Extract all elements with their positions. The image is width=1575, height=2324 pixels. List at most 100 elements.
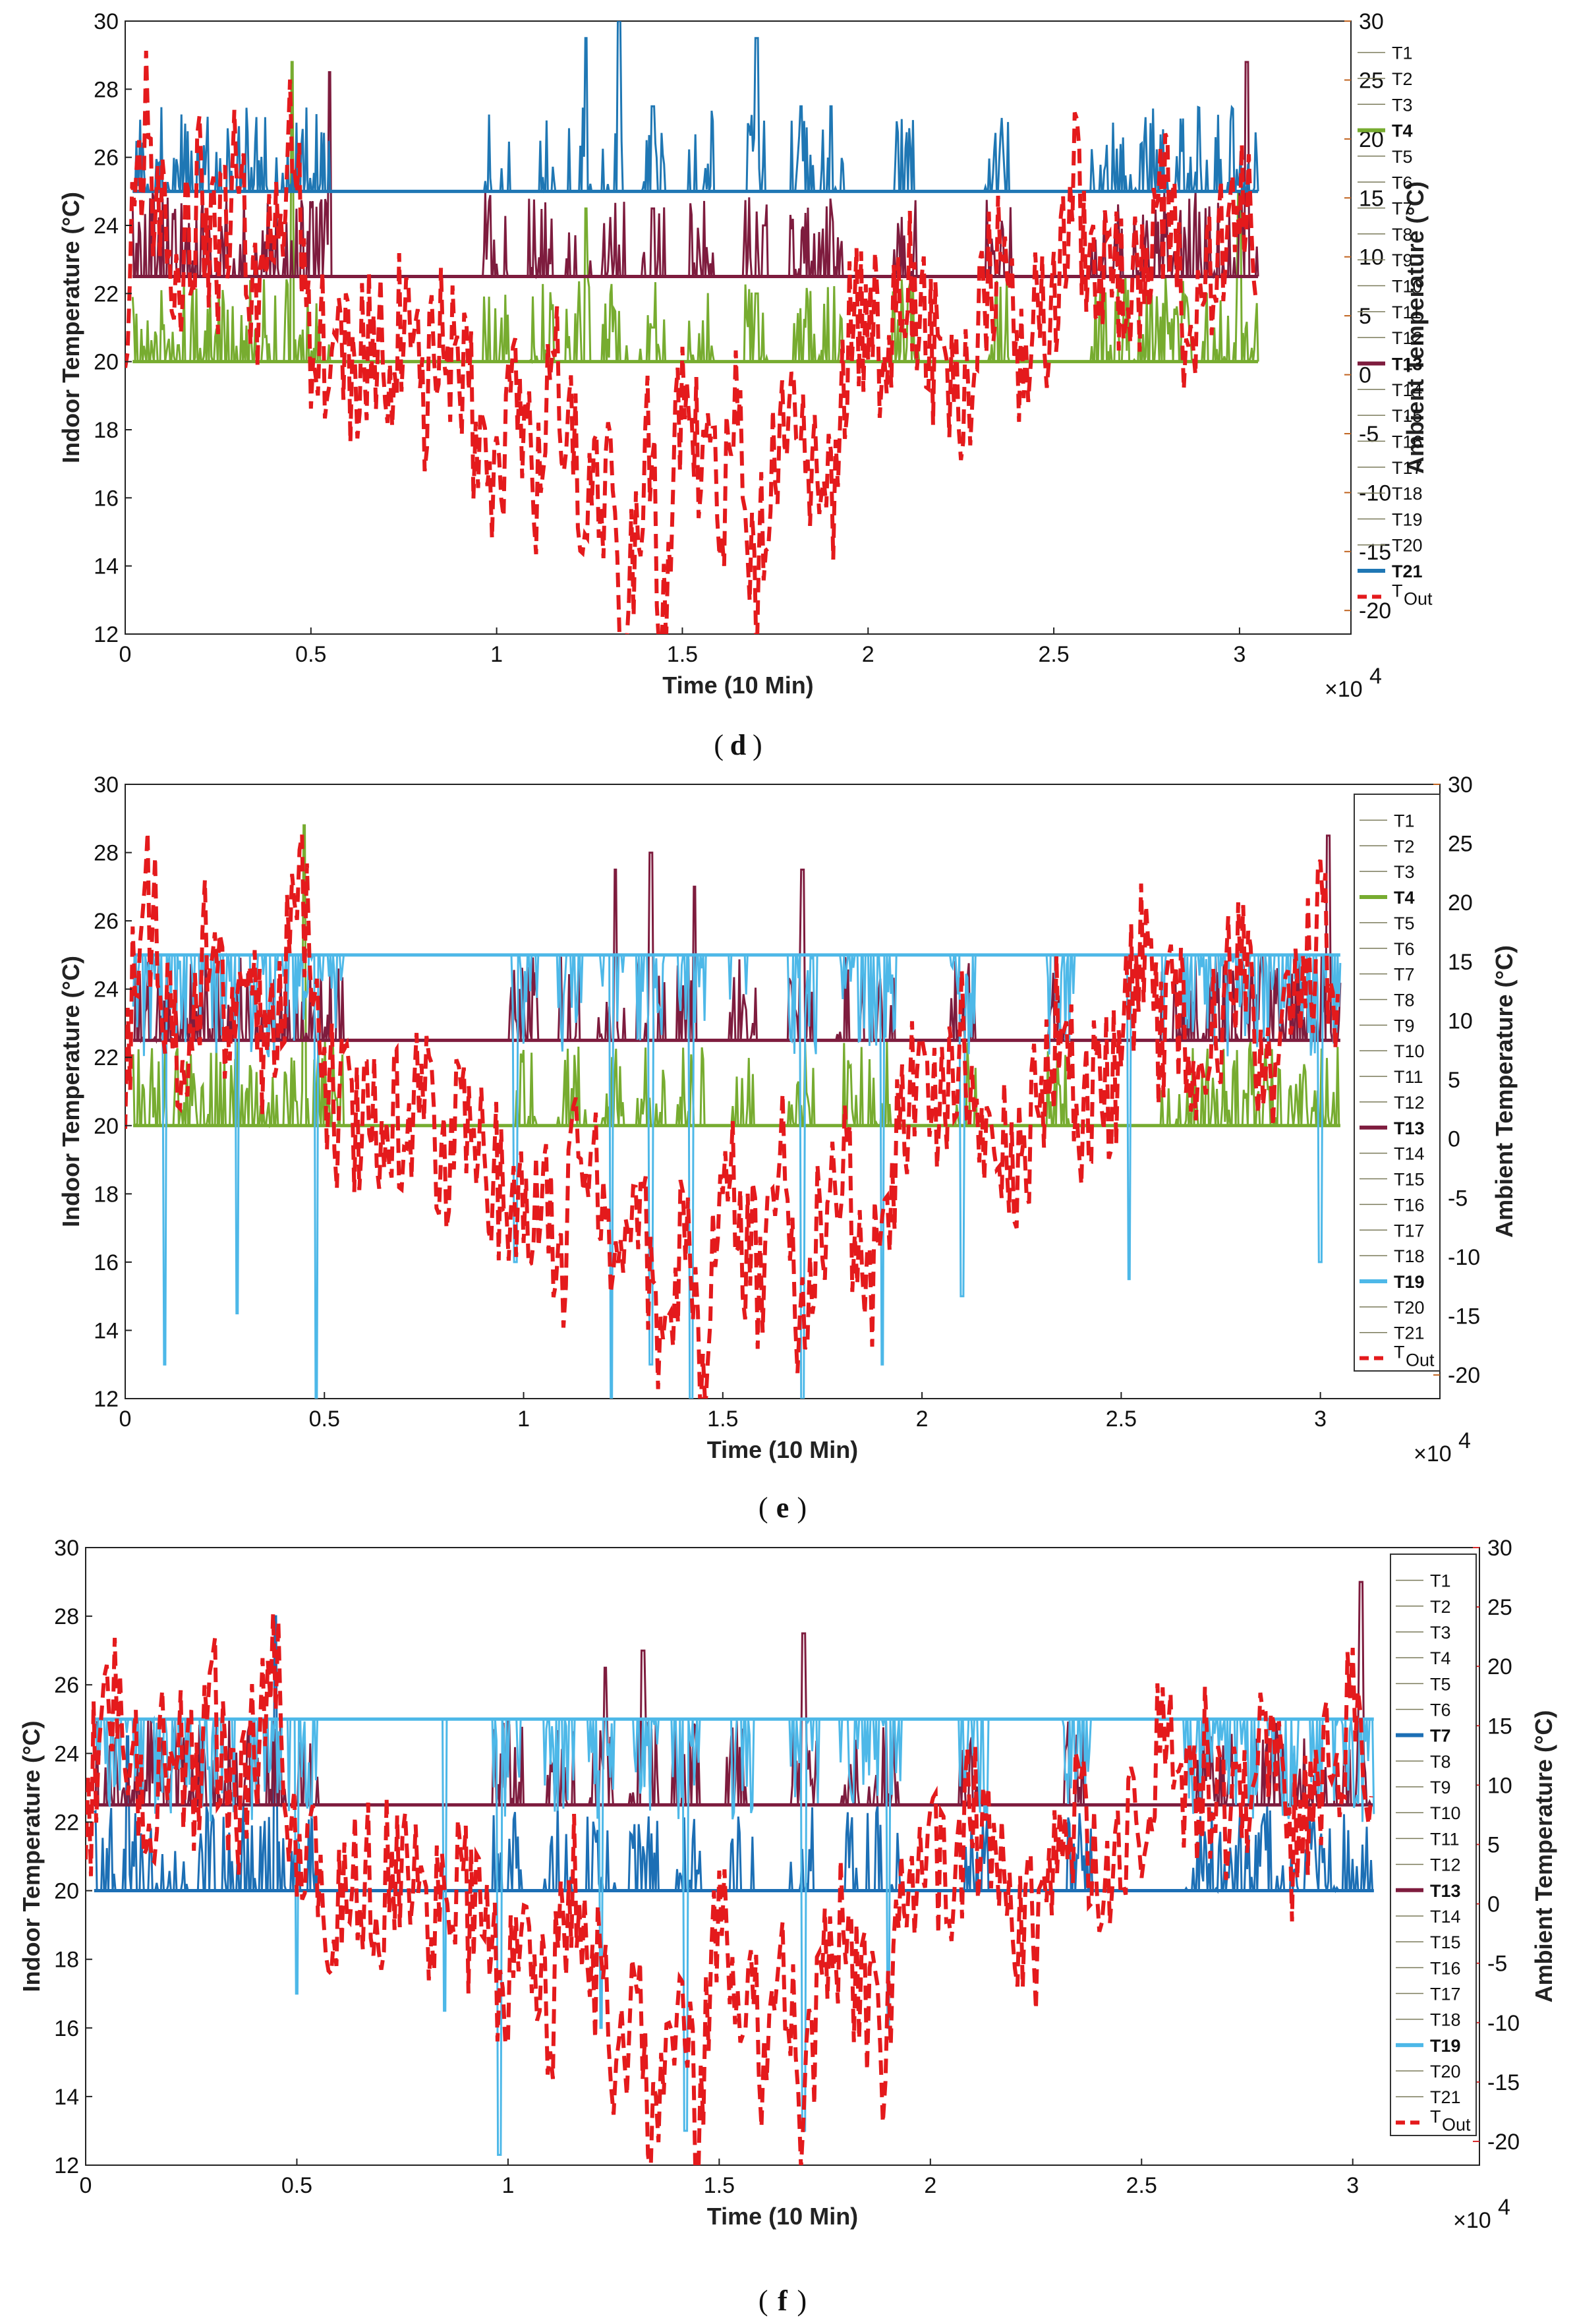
legend-entry: T11: [1392, 303, 1421, 322]
y-right-tick-label: 25: [1448, 832, 1473, 857]
legend-entry: T7: [1392, 199, 1413, 219]
y-right-tick-label: 20: [1487, 1654, 1512, 1679]
y-left-tick-label: 24: [94, 214, 119, 239]
x-exponent-power: 4: [1458, 1428, 1471, 1453]
legend-entry: T1: [1430, 1571, 1451, 1591]
y-right-tick-label: 5: [1448, 1068, 1460, 1093]
legend-entry: T16: [1430, 1958, 1461, 1978]
y-right-tick-label: -15: [1448, 1304, 1480, 1329]
y-left-axis-label: Indoor Temperature (°C): [18, 1721, 45, 1992]
caption-open: (: [759, 2284, 768, 2317]
legend-entry: T9: [1394, 1016, 1415, 1035]
y-right-axis-label: Ambient Temperature (°C): [1402, 181, 1429, 474]
legend-entry: T2: [1392, 69, 1413, 89]
legend-entry: T19: [1392, 509, 1423, 529]
y-left-tick-label: 16: [94, 486, 119, 511]
legend-box: [1354, 794, 1441, 1372]
legend-entry-tout: T: [1394, 1343, 1405, 1362]
x-tick-label: 1: [490, 642, 503, 667]
legend-entry: T17: [1430, 1985, 1461, 2004]
y-right-tick-label: 0: [1448, 1127, 1460, 1152]
x-tick-label: 0.5: [309, 1407, 340, 1432]
y-right-tick-label: -20: [1359, 598, 1391, 624]
series-tout-line: [125, 832, 1340, 1399]
legend-entry: T17: [1394, 1221, 1425, 1240]
y-left-tick-label: 18: [94, 418, 119, 443]
x-exponent-label: ×10: [1453, 2208, 1491, 2233]
y-left-tick-label: 26: [54, 1673, 79, 1698]
y-right-tick-label: 15: [1359, 186, 1384, 211]
legend-entry: T15: [1430, 1932, 1461, 1952]
chart-panel-d: 12141618202224262830-20-15-10-5051015202…: [57, 9, 1433, 761]
legend-entry: T8: [1394, 990, 1415, 1010]
y-left-tick-label: 22: [54, 1810, 79, 1835]
y-left-tick-label: 20: [94, 1114, 119, 1139]
legend-box: [1390, 1554, 1477, 2136]
caption-letter: d: [730, 729, 746, 761]
x-tick-label: 2.5: [1106, 1407, 1137, 1432]
legend-entry: T3: [1392, 95, 1413, 115]
legend-entry: T9: [1430, 1778, 1451, 1797]
series-tout-line: [86, 1613, 1373, 2165]
x-tick-label: 1.5: [667, 642, 698, 667]
series-tout-line: [125, 51, 1258, 634]
x-tick-label: 1.5: [707, 1407, 738, 1432]
legend-entry: T12: [1430, 1855, 1461, 1875]
y-right-tick-label: -20: [1448, 1363, 1480, 1388]
x-exponent-power: 4: [1498, 2195, 1510, 2220]
x-tick-label: 3: [1346, 2173, 1359, 2198]
x-tick-label: 1: [517, 1407, 530, 1432]
y-right-tick-label: -5: [1487, 1952, 1507, 1977]
legend-entry: T9: [1392, 250, 1413, 270]
legend-entry: T14: [1394, 1144, 1425, 1164]
legend-entry: T5: [1430, 1674, 1451, 1694]
legend-entry: T18: [1394, 1246, 1425, 1266]
legend-entry: T16: [1392, 432, 1423, 451]
y-left-tick-label: 20: [54, 1879, 79, 1904]
legend-entry: T11: [1394, 1067, 1423, 1087]
plot-area: [125, 21, 1259, 634]
y-right-tick-label: 30: [1448, 772, 1473, 798]
y-right-tick-label: 10: [1448, 1008, 1473, 1033]
legend-entry: T4: [1392, 121, 1413, 141]
y-right-tick-label: 0: [1487, 1892, 1500, 1917]
y-left-tick-label: 30: [54, 1536, 79, 1561]
legend-entry: T15: [1394, 1170, 1425, 1190]
legend: T1 T2 T3 T4 T5 T6 T7 T8 T9 T10 T11 T12 T13 T14 T15 T16 T…: [1354, 794, 1441, 1372]
y-left-tick-label: 12: [54, 2153, 79, 2178]
y-left-tick-label: 28: [94, 841, 119, 866]
legend-entry: T1: [1394, 811, 1415, 830]
legend-entry: T11: [1430, 1829, 1460, 1849]
y-right-tick-label: -20: [1487, 2130, 1520, 2155]
legend-entry: T5: [1394, 914, 1415, 933]
y-left-axis-label: Indoor Temperature (°C): [57, 192, 84, 463]
legend-entry: T8: [1430, 1752, 1451, 1772]
legend-entry: T15: [1392, 406, 1423, 426]
legend-entry: T18: [1392, 484, 1423, 504]
y-left-tick-label: 24: [94, 977, 119, 1002]
legend-entry-tout-sub: Out: [1404, 589, 1433, 608]
y-right-tick-label: 30: [1359, 9, 1384, 34]
legend-entry: T6: [1430, 1700, 1451, 1720]
y-left-tick-label: 28: [94, 77, 119, 102]
x-tick-label: 2.5: [1038, 642, 1069, 667]
plot-area: [125, 824, 1342, 1399]
legend-entry: T2: [1430, 1597, 1451, 1617]
y-right-tick-label: 30: [1487, 1536, 1512, 1561]
legend-entry: T4: [1430, 1648, 1451, 1668]
y-left-tick-label: 14: [54, 2085, 79, 2110]
legend-entry: T19: [1430, 2036, 1461, 2056]
legend-entry: T3: [1394, 862, 1415, 882]
plot-area: [86, 1581, 1375, 2165]
x-exponent-label: ×10: [1325, 677, 1363, 702]
y-right-tick-label: -5: [1448, 1186, 1468, 1211]
x-tick-label: 3: [1314, 1407, 1327, 1432]
legend-entry: T14: [1430, 1907, 1461, 1927]
legend-entry: T10: [1394, 1041, 1425, 1061]
x-tick-label: 2.5: [1126, 2173, 1157, 2198]
y-left-tick-label: 26: [94, 909, 119, 934]
y-right-tick-label: 0: [1359, 363, 1371, 388]
y-right-tick-label: 5: [1487, 1832, 1500, 1857]
legend-entry: T6: [1392, 173, 1413, 192]
